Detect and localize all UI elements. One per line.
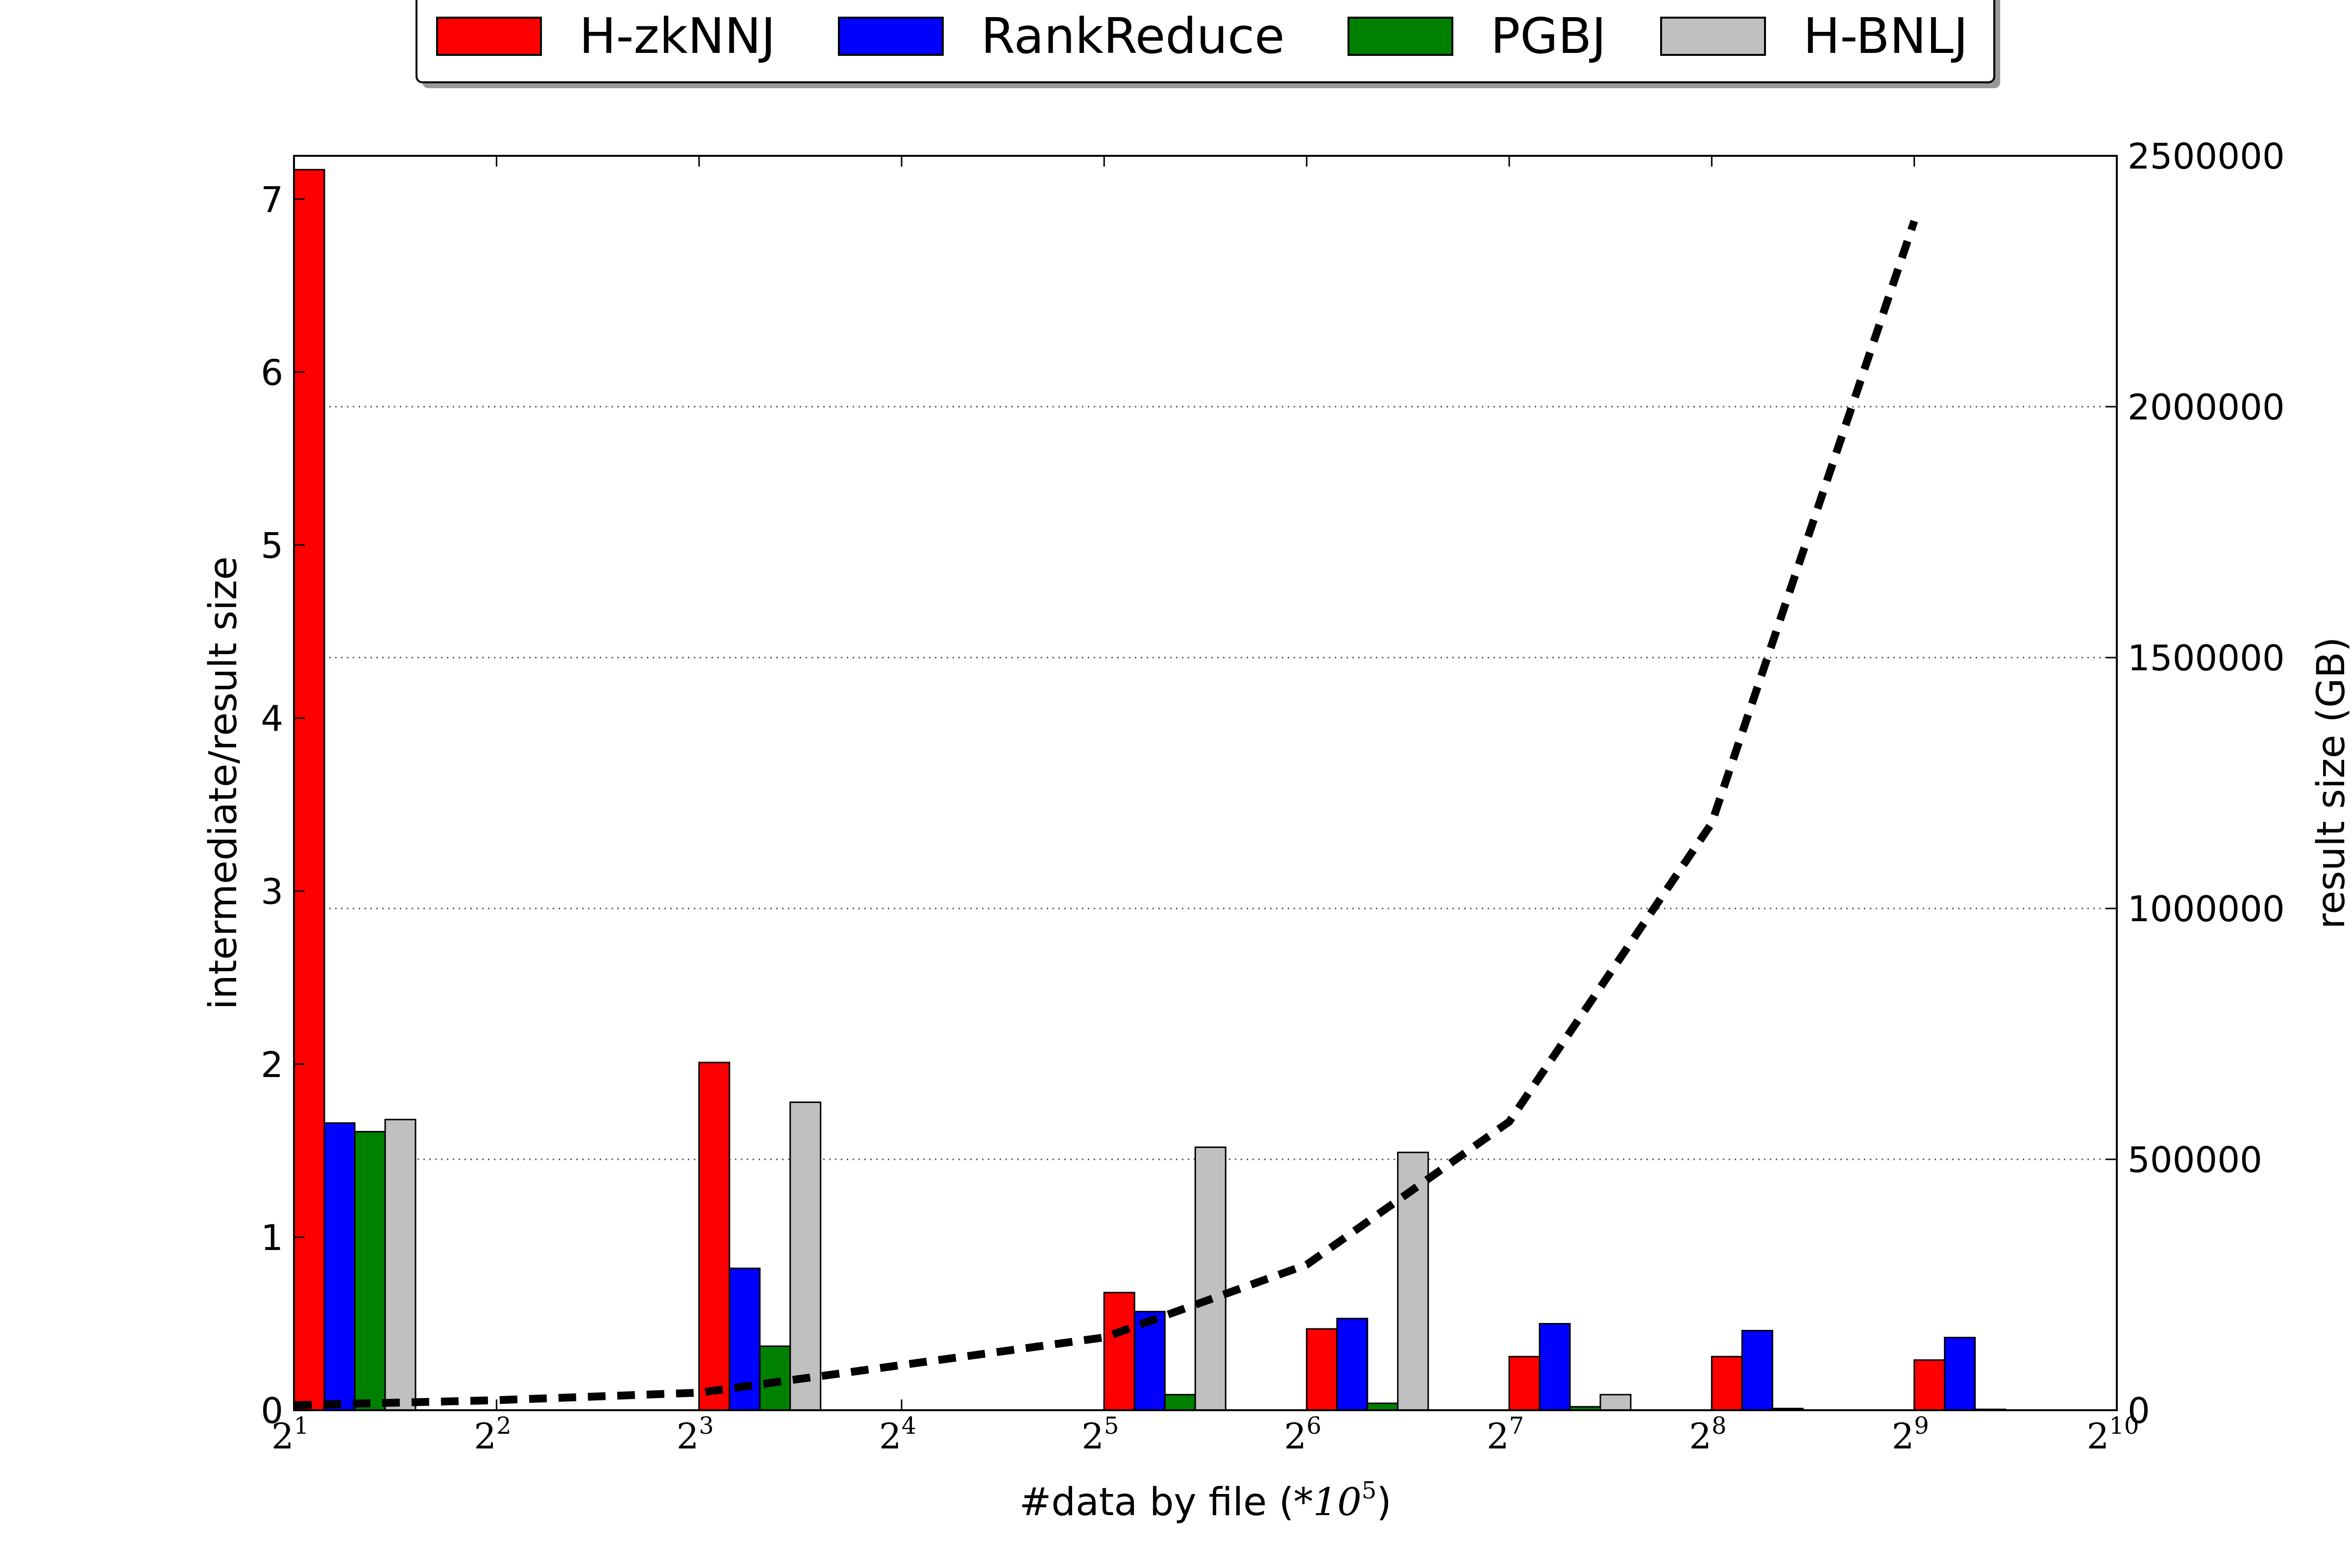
right-y-tick-label-1: 500000	[2128, 1139, 2262, 1180]
x-tick-label-4: 25	[1081, 1412, 1119, 1457]
legend-swatch-pgbj	[1348, 17, 1453, 56]
x-tick-label-1: 22	[474, 1412, 511, 1457]
legend-items: H-zkNNJ RankReduce PGBJ H-BNLJ	[436, 7, 1968, 65]
left-y-tick-label-7: 7	[261, 179, 283, 220]
bar-h-zknnj-group-2	[1103, 1292, 1135, 1411]
bar-h-bnlj-group-1	[789, 1101, 822, 1411]
bar-h-zknnj-group-0	[293, 169, 325, 1411]
legend-label-h-bnlj: H-BNLJ	[1803, 7, 1968, 65]
bar-h-bnlj-group-2	[1194, 1146, 1226, 1411]
legend-swatch-rankreduce	[838, 17, 944, 56]
left-y-tick-label-4: 4	[261, 698, 283, 739]
x-tick-label-0: 21	[271, 1412, 309, 1457]
left-y-axis-ticks: 0 1 2 3 4 5 6 7	[261, 179, 305, 1431]
bar-h-zknnj-group-1	[698, 1061, 731, 1411]
left-y-tick-label-3: 3	[261, 871, 283, 912]
bar-pgbj-group-2	[1164, 1394, 1196, 1411]
left-y-tick-label-1: 1	[261, 1217, 283, 1258]
bar-pgbj-group-0	[354, 1131, 386, 1411]
right-y-tick-label-3: 1500000	[2128, 637, 2285, 679]
bar-h-zknnj-group-6	[1913, 1359, 1946, 1411]
legend-label-pgbj: PGBJ	[1491, 7, 1606, 65]
x-axis-ticks: 21 22 23 24 25 26 27 28 29 210	[271, 156, 2139, 1457]
bar-pgbj-group-1	[759, 1345, 791, 1411]
legend-label-h-zknnj: H-zkNNJ	[579, 7, 776, 65]
x-tick-label-5: 26	[1284, 1412, 1321, 1457]
right-y-axis-ticks: 0 500000 1000000 1500000 2000000 2500000	[2106, 136, 2285, 1431]
bar-h-zknnj-group-5	[1711, 1356, 1743, 1411]
bar-rankreduce-group-5	[1741, 1330, 1773, 1411]
left-y-tick-label-0: 0	[261, 1390, 283, 1431]
right-y-tick-label-2: 1000000	[2128, 888, 2285, 930]
x-tick-label-7: 28	[1689, 1412, 1726, 1457]
right-y-tick-label-4: 2000000	[2128, 387, 2285, 428]
bar-rankreduce-group-6	[1944, 1337, 1976, 1411]
legend-box	[416, 0, 1995, 83]
plot-frame	[293, 155, 2118, 1411]
legend-swatch-h-zknnj	[436, 17, 542, 56]
x-tick-label-3: 24	[879, 1412, 916, 1457]
legend-label-rankreduce: RankReduce	[981, 7, 1285, 65]
bar-rankreduce-group-0	[323, 1122, 356, 1411]
result-size-line	[294, 220, 1918, 1409]
bar-rankreduce-group-3	[1336, 1318, 1369, 1411]
bars	[293, 169, 2007, 1411]
right-y-axis-title: result size (GB)	[2309, 637, 2352, 929]
right-y-tick-label-5: 2500000	[2128, 136, 2285, 177]
right-y-tick-label-0: 0	[2128, 1390, 2150, 1431]
result-size-polyline	[294, 220, 1918, 1409]
x-tick-label-9: 210	[2087, 1412, 2139, 1457]
left-y-tick-label-5: 5	[261, 525, 283, 566]
bar-rankreduce-group-2	[1133, 1311, 1166, 1411]
bar-h-zknnj-group-4	[1508, 1356, 1541, 1411]
left-y-tick-label-2: 2	[261, 1044, 283, 1085]
x-tick-label-6: 27	[1487, 1412, 1524, 1457]
bar-h-bnlj-group-4	[1599, 1394, 1632, 1411]
legend: H-zkNNJ RankReduce PGBJ H-BNLJ	[416, 0, 2000, 88]
bar-rankreduce-group-4	[1539, 1323, 1571, 1411]
bar-h-zknnj-group-3	[1306, 1328, 1338, 1411]
bar-pgbj-group-3	[1367, 1402, 1399, 1411]
x-axis-title: #data by file (*105)	[1019, 1477, 1392, 1524]
left-y-tick-label-6: 6	[261, 352, 283, 393]
x-tick-label-2: 23	[676, 1412, 713, 1457]
legend-swatch-h-bnlj	[1660, 17, 1766, 56]
bar-h-bnlj-group-0	[384, 1119, 416, 1411]
left-y-axis-title: intermediate/result size	[201, 557, 245, 1010]
x-tick-label-8: 29	[1891, 1412, 1929, 1457]
